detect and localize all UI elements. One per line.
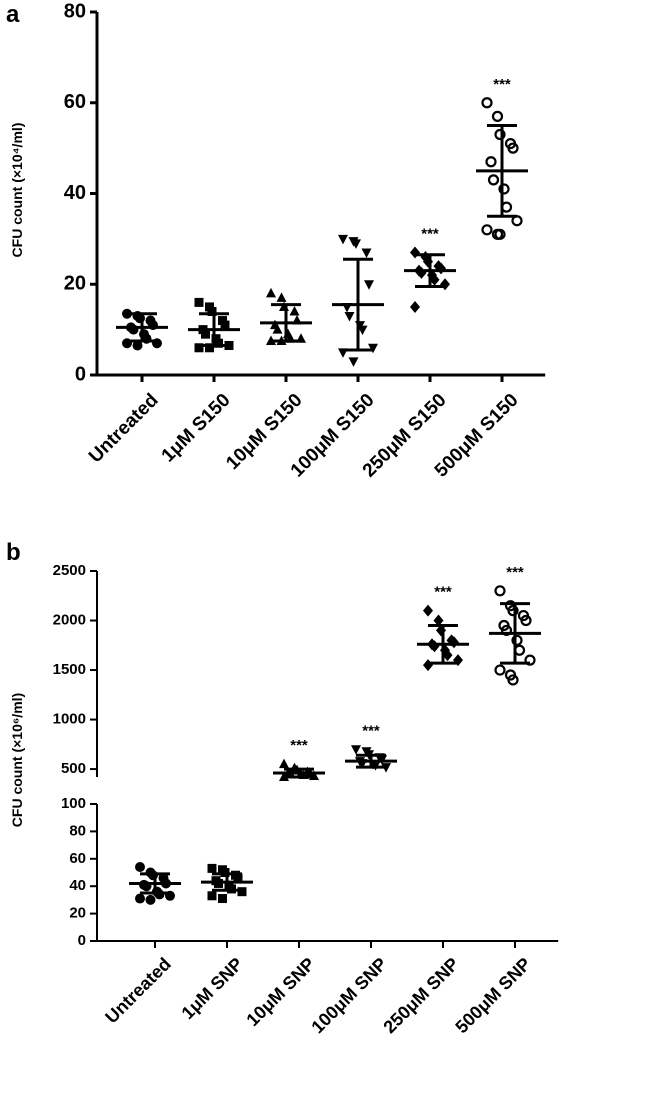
point [410,246,420,259]
point [520,614,532,627]
point [481,224,493,236]
x-tick-label: 500μM SNP [451,954,534,1037]
significance: *** [362,722,380,739]
significance: *** [506,564,524,581]
point [135,893,145,904]
y-axis-label: CFU count (×10⁶/ml) [9,693,25,827]
point [218,894,227,904]
point [423,659,433,672]
point [266,287,276,298]
point [487,174,500,186]
point [494,128,506,141]
y-tick-label: 500 [61,760,86,777]
point [205,343,214,353]
y-tick-label: 2500 [53,562,86,579]
point [364,280,374,290]
point [205,302,214,312]
y-tick-label: 1000 [53,711,86,728]
point [344,312,355,322]
y-axis-label: CFU count (×10⁴/ml) [9,123,25,258]
point [351,745,361,755]
point [276,292,287,302]
y-tick-label: 80 [64,0,86,22]
point [494,585,506,597]
panel-label: b [6,539,21,566]
y-tick-label: 0 [78,932,86,949]
point [348,357,359,367]
point [211,334,221,344]
point [338,234,348,245]
point [440,278,450,291]
point [357,325,368,336]
point [433,614,444,627]
point [507,142,519,154]
point [494,228,506,240]
significance: *** [290,737,308,754]
significance: *** [434,584,452,601]
point [351,239,361,249]
point [507,674,519,686]
point [272,324,283,334]
point [507,605,519,617]
y-tick-label: 60 [64,91,86,113]
point [289,305,300,316]
y-tick-label: 1500 [53,661,86,678]
point [524,654,536,666]
point [135,862,145,873]
x-tick-label: 1μM SNP [178,954,247,1023]
y-tick-label: 0 [75,363,86,385]
point [145,894,156,905]
point [194,297,204,307]
point [423,604,433,617]
x-tick-label: 1μM S150 [158,390,235,467]
point [194,343,204,353]
x-tick-label: Untreated [85,390,163,468]
point [429,273,440,286]
x-tick-label: 250μM SNP [379,954,462,1037]
point [511,634,523,646]
point [207,306,217,316]
point [207,863,217,873]
point [207,891,217,901]
x-tick-label: 100μM SNP [307,954,390,1037]
point [410,300,420,313]
point [481,97,493,109]
y-tick-label: 40 [64,182,86,204]
point [368,343,378,354]
y-tick-label: 40 [69,877,86,894]
point [491,110,504,122]
point [485,156,497,168]
point [132,340,143,351]
point [442,649,453,662]
y-tick-label: 2000 [53,611,86,628]
y-tick-label: 100 [61,795,86,812]
point [500,624,513,637]
panel-label: a [6,1,20,28]
y-tick-label: 20 [64,273,86,295]
point [361,248,372,258]
significance: *** [421,225,439,242]
x-tick-label: Untreated [101,954,175,1028]
y-tick-label: 20 [69,905,86,922]
point [201,329,210,339]
x-tick-label: 10μM SNP [242,954,318,1030]
point [214,338,223,348]
y-tick-label: 80 [69,822,86,839]
point [494,664,506,676]
significance: *** [493,76,511,93]
point [218,316,227,326]
point [498,183,510,195]
point [220,320,230,330]
y-tick-label: 60 [69,850,86,867]
point [279,758,289,769]
point [233,873,243,883]
